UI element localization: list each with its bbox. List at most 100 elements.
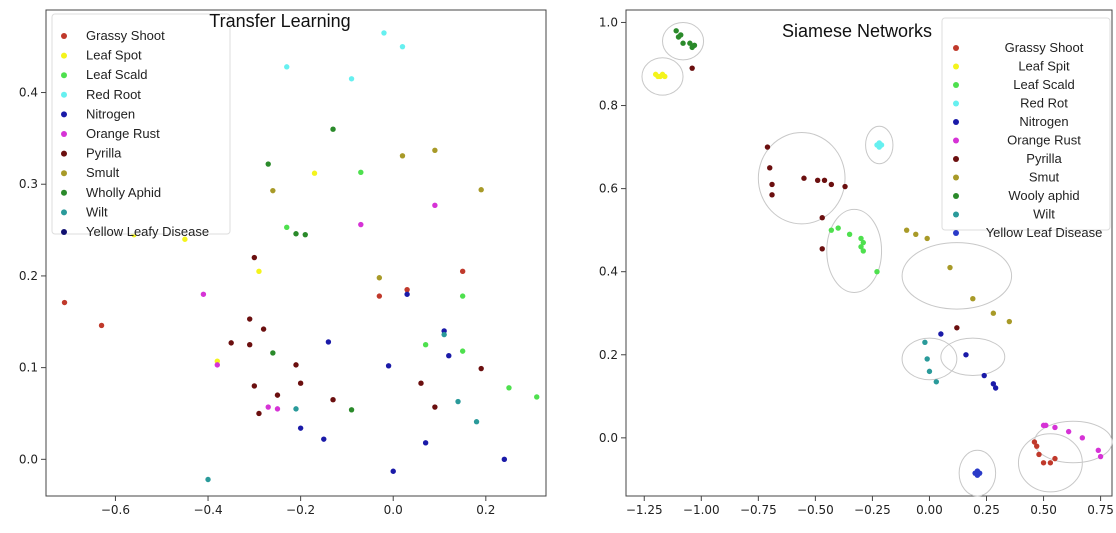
data-point xyxy=(1079,435,1086,441)
data-point xyxy=(270,350,276,356)
legend-label: Pyrilla xyxy=(86,146,122,161)
data-point xyxy=(828,181,835,188)
data-point xyxy=(926,368,933,375)
data-point xyxy=(98,322,105,329)
data-point xyxy=(903,227,910,233)
data-point xyxy=(330,397,336,403)
data-point xyxy=(200,291,207,297)
y-tick-label: 0.3 xyxy=(19,177,38,191)
data-point xyxy=(260,326,267,332)
siamese-networks-chart: −1.25 −1.00 −0.75 −0.50 −0.25 0.00 0.25 0.50 0.7… xyxy=(599,9,1114,517)
data-point xyxy=(297,380,304,386)
data-point xyxy=(913,231,919,238)
data-point xyxy=(990,310,997,316)
cluster-ellipse xyxy=(826,208,883,293)
data-point xyxy=(689,65,695,71)
data-point xyxy=(441,331,447,338)
data-point xyxy=(1043,422,1049,429)
data-point xyxy=(947,264,953,271)
data-point xyxy=(691,42,698,49)
data-point xyxy=(358,169,364,176)
data-point xyxy=(446,353,452,359)
data-point xyxy=(501,456,508,463)
legend-marker xyxy=(953,230,959,236)
data-point xyxy=(247,341,253,348)
cluster-ellipse xyxy=(901,337,958,381)
data-point xyxy=(954,325,960,331)
data-point xyxy=(297,425,304,431)
data-point xyxy=(769,192,775,198)
data-point xyxy=(473,419,480,425)
cluster-ellipse xyxy=(662,21,705,61)
legend-label: Wholly Aphid xyxy=(86,185,161,200)
y-tick-label: 0.0 xyxy=(599,431,618,445)
data-point xyxy=(963,352,969,358)
data-point xyxy=(385,363,392,369)
legend-label: Nitrogen xyxy=(86,106,135,121)
data-point xyxy=(922,339,928,346)
legend-marker xyxy=(61,189,67,196)
data-point xyxy=(432,404,438,410)
cluster-ellipse xyxy=(865,125,894,165)
data-point xyxy=(302,231,308,238)
data-point xyxy=(251,254,258,261)
data-point xyxy=(284,224,290,231)
data-point xyxy=(801,175,807,181)
legend-label: Smult xyxy=(86,165,120,180)
x-tick-label: −0.4 xyxy=(193,503,222,517)
data-point xyxy=(874,268,880,275)
data-point xyxy=(459,348,466,354)
legend-label: Wilt xyxy=(86,204,108,219)
data-point xyxy=(399,43,406,50)
legend-marker xyxy=(953,174,959,181)
data-point xyxy=(247,316,253,322)
data-point xyxy=(348,76,355,82)
data-point xyxy=(422,440,429,446)
data-point xyxy=(293,231,299,237)
data-point xyxy=(819,214,825,221)
data-point xyxy=(1031,439,1038,445)
legend-marker xyxy=(61,150,67,157)
data-point xyxy=(376,275,383,281)
legend-marker xyxy=(61,91,67,98)
data-point xyxy=(678,32,684,38)
data-point xyxy=(1065,428,1072,435)
data-point xyxy=(376,293,383,299)
data-point xyxy=(459,268,466,275)
x-tick-label: 0.0 xyxy=(384,503,403,517)
data-point xyxy=(311,170,318,176)
data-point xyxy=(992,385,999,391)
data-point xyxy=(1052,424,1058,431)
cluster-ellipse xyxy=(940,337,1006,377)
x-tick-label: −1.25 xyxy=(626,503,663,517)
data-point xyxy=(655,73,661,80)
data-point xyxy=(399,153,406,159)
data-point xyxy=(404,291,410,297)
data-point xyxy=(330,126,336,132)
data-point xyxy=(265,404,271,410)
data-point xyxy=(348,407,355,413)
legend-box xyxy=(941,17,1111,231)
data-point xyxy=(228,340,234,346)
legend-marker xyxy=(61,72,67,79)
y-tick-label: 0.2 xyxy=(599,348,618,362)
legend-label: Orange Rust xyxy=(86,126,160,141)
cluster-ellipse xyxy=(901,242,1013,310)
data-point xyxy=(821,177,828,184)
data-point xyxy=(284,64,290,70)
y-tick-label: 0.1 xyxy=(19,361,38,375)
legend-label: Red Root xyxy=(86,87,141,102)
data-point xyxy=(1095,447,1102,454)
y-tick-label: 0.2 xyxy=(19,269,38,283)
data-point xyxy=(876,140,882,146)
legend-marker xyxy=(953,63,959,70)
data-point xyxy=(673,28,679,34)
data-point xyxy=(659,71,666,78)
data-point xyxy=(506,385,512,391)
legend-marker xyxy=(61,52,67,59)
data-point xyxy=(974,472,981,478)
data-point xyxy=(1040,460,1047,466)
legend-label: Nitrogen xyxy=(1019,114,1068,129)
y-tick-label: 0.8 xyxy=(599,99,618,113)
